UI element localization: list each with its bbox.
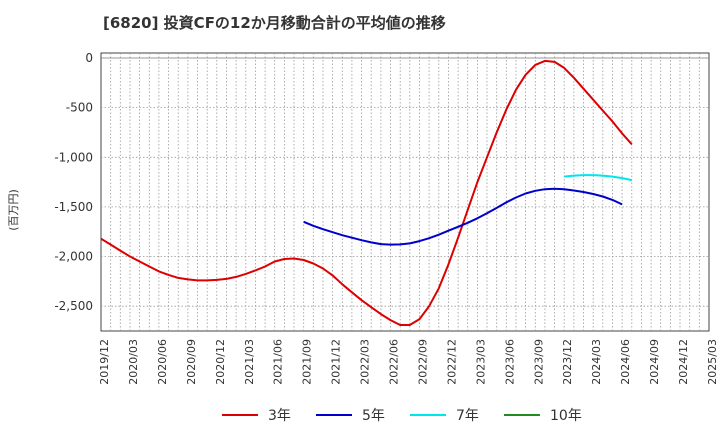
legend-swatch [222, 414, 258, 416]
x-tick-label: 2021/06 [272, 339, 285, 385]
x-tick-label: 2020/03 [127, 339, 140, 385]
legend-label: 5年 [362, 408, 385, 424]
x-tick-label: 2022/09 [417, 339, 430, 385]
plot-area [100, 52, 710, 332]
y-tick-label: -1,000 [54, 150, 93, 164]
x-tick-label: 2023/12 [561, 339, 574, 385]
x-tick-label: 2024/06 [619, 339, 632, 385]
y-axis-ticks: 0 -500 -1,000 -1,500 -2,000 -2,500 [54, 51, 93, 313]
x-tick-label: 2020/06 [156, 339, 169, 385]
legend-swatch [504, 414, 540, 416]
x-tick-label: 2023/06 [503, 339, 516, 385]
legend-label: 10年 [550, 408, 582, 424]
x-tick-label: 2023/09 [532, 339, 545, 385]
x-tick-label: 2023/03 [474, 339, 487, 385]
x-tick-label: 2024/12 [677, 339, 690, 385]
legend-swatch [410, 414, 446, 416]
y-tick-label: -2,500 [54, 299, 93, 313]
legend-item: 5年 [316, 403, 385, 427]
series-lines [100, 59, 633, 326]
legend-swatch [316, 414, 352, 416]
x-tick-label: 2022/06 [388, 339, 401, 385]
y-tick-label: -2,000 [54, 250, 93, 264]
x-tick-label: 2019/12 [98, 339, 111, 385]
legend-label: 3年 [268, 408, 291, 424]
x-tick-label: 2021/09 [301, 339, 314, 385]
x-tick-label: 2021/03 [243, 339, 256, 385]
legend: 3年 5年 7年 10年 [0, 403, 720, 427]
x-tick-label: 2024/03 [590, 339, 603, 385]
legend-item: 7年 [410, 403, 479, 427]
x-tick-label: 2020/09 [185, 339, 198, 385]
y-tick-label: -1,500 [54, 200, 93, 214]
x-tick-label: 2025/03 [706, 339, 719, 385]
x-tick-label: 2022/03 [359, 339, 372, 385]
x-tick-label: 2020/12 [214, 339, 227, 385]
line-chart: 0 -500 -1,000 -1,500 -2,000 -2,500 2019/12 202… [54, 51, 719, 385]
x-axis-ticks: 2019/12 2020/03 2020/06 2020/09 2020/12 2021/… [98, 339, 719, 385]
series-line-3年 [100, 59, 633, 326]
x-tick-label: 2022/12 [445, 339, 458, 385]
x-tick-label: 2021/12 [330, 339, 343, 385]
legend-label: 7年 [456, 408, 479, 424]
y-tick-label: -500 [66, 101, 93, 115]
chart-title: [6820] 投資CFの12か月移動合計の平均値の推移 [103, 14, 446, 32]
legend-item: 3年 [222, 403, 291, 427]
series-line-5年 [303, 187, 623, 246]
y-tick-label: 0 [85, 51, 93, 65]
legend-item: 10年 [504, 403, 582, 427]
x-tick-label: 2024/09 [648, 339, 661, 385]
series-line-7年 [564, 174, 633, 182]
grid-lines [101, 53, 709, 331]
